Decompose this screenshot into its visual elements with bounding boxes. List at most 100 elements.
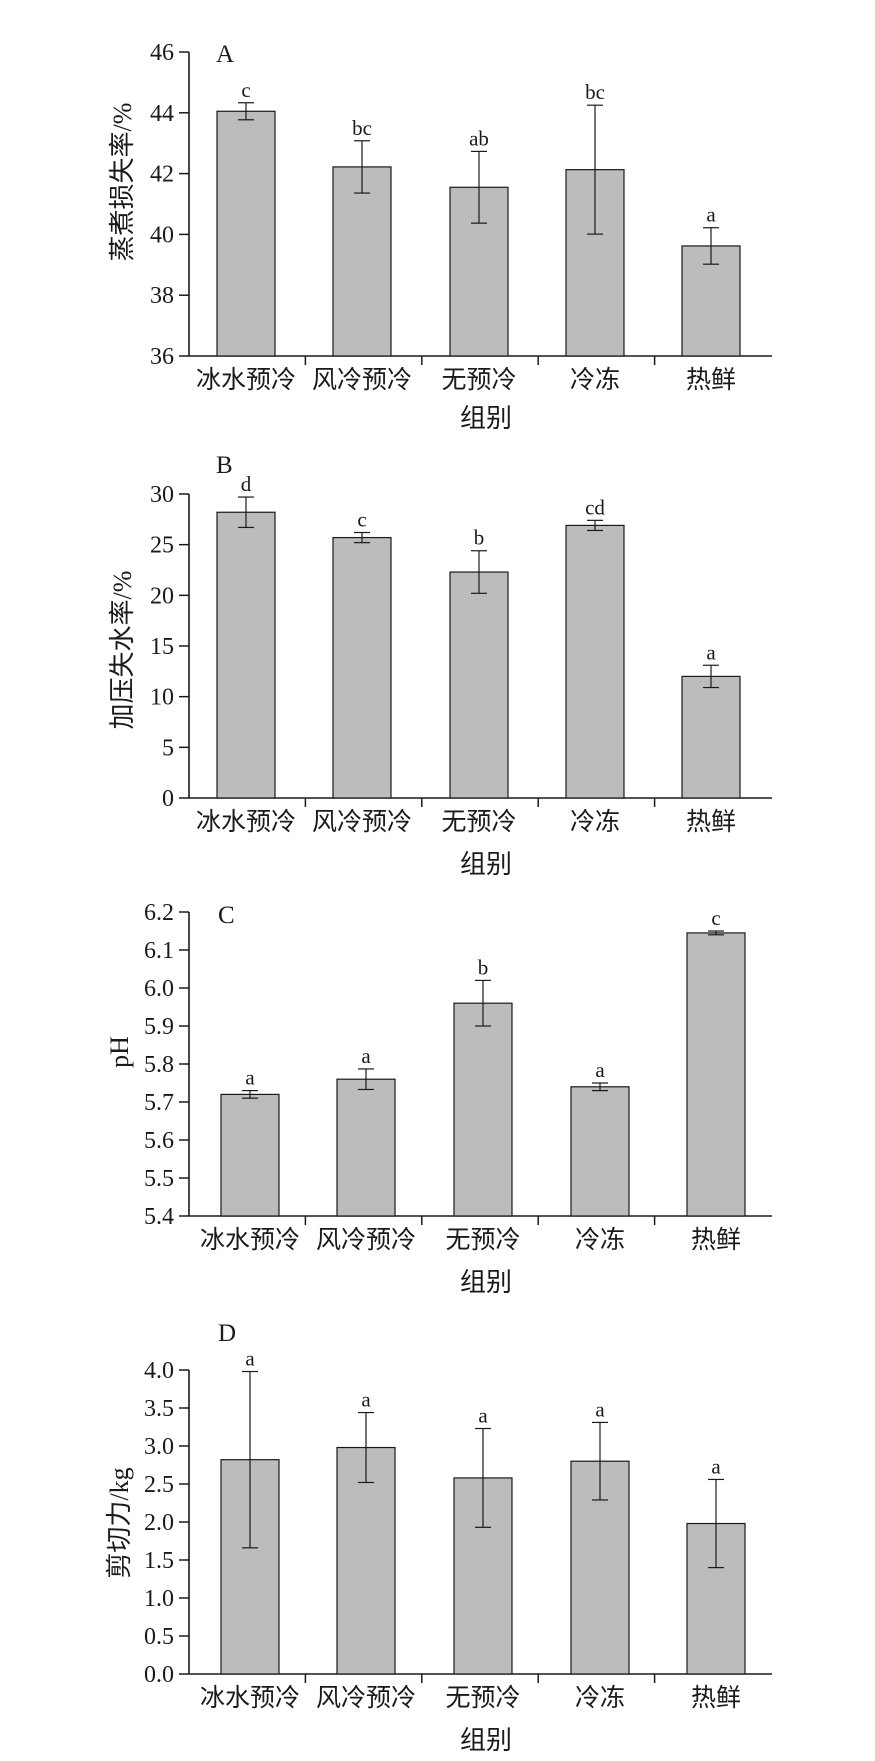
y-tick-label: 5.4 [144,1204,174,1230]
bar [453,1002,513,1217]
category-label: 冷冻 [570,366,620,394]
y-axis-title: 蒸煮损失率/% [108,103,137,262]
significance-label: a [706,203,716,227]
significance-label: a [245,1347,255,1371]
y-tick-label: 2.5 [144,1472,174,1498]
significance-label: a [361,1388,371,1412]
significance-label: bc [585,80,605,104]
y-tick-label: 38 [150,283,174,309]
y-tick-label: 5.9 [144,1014,174,1040]
bar [449,571,509,799]
category-label: 冷冻 [575,1684,625,1712]
bar [565,524,625,799]
panel-letter: D [218,1320,236,1347]
bar [686,932,746,1217]
significance-label: a [711,1454,721,1478]
significance-label: bc [352,116,372,140]
significance-label: c [711,906,720,930]
y-tick-label: 25 [150,533,174,559]
category-label: 无预冷 [441,808,516,836]
y-tick-label: 10 [150,685,174,711]
category-label: 冷冻 [570,808,620,836]
panel-letter: B [216,452,233,479]
bar [332,536,392,799]
category-label: 冰水预冷 [196,808,296,836]
category-label: 无预冷 [441,366,516,394]
y-tick-label: 3.0 [144,1434,174,1460]
bar [332,166,392,357]
significance-label: cd [585,495,605,519]
bar [570,1086,630,1217]
y-tick-label: 5.6 [144,1128,174,1154]
category-label: 冰水预冷 [196,366,296,394]
x-axis-title: 组别 [460,1726,512,1755]
category-label: 热鲜 [691,1684,741,1712]
bar [216,511,276,799]
y-tick-label: 0.5 [144,1624,174,1650]
bar [216,110,276,357]
y-tick-label: 4.0 [144,1358,174,1384]
category-label: 冰水预冷 [200,1684,300,1712]
y-axis-title: 剪切力/kg [105,1467,134,1578]
category-label: 风冷预冷 [316,1684,416,1712]
y-tick-label: 5.8 [144,1052,174,1078]
y-tick-label: 40 [150,222,174,248]
significance-label: a [245,1066,255,1090]
y-tick-label: 6.2 [144,900,174,926]
y-axis-title: 加压失水率/% [108,571,137,730]
significance-label: b [474,526,485,550]
y-tick-label: 1.5 [144,1548,174,1574]
bar [220,1093,280,1217]
bar [336,1446,396,1675]
significance-label: d [241,472,252,496]
category-label: 风冷预冷 [312,366,412,394]
category-label: 风冷预冷 [312,808,412,836]
panel-b: B 加压失水率/% 组别 0 5 10 15 20 25 30 d 冰水预冷 c 风冷预冷 b 无预冷 c… [108,452,772,879]
panel-d: D 剪切力/kg 组别 0.0 0.5 1.0 1.5 2.0 2.5 3.0 3.5 4.0 a… [105,1320,772,1755]
significance-label: c [357,508,366,532]
y-tick-label: 5.7 [144,1090,174,1116]
category-label: 热鲜 [691,1226,741,1254]
y-tick-label: 42 [150,162,174,188]
y-tick-label: 5.5 [144,1166,174,1192]
significance-label: a [478,1404,488,1428]
y-tick-label: 6.1 [144,938,174,964]
significance-label: a [706,640,716,664]
category-label: 冰水预冷 [200,1226,300,1254]
y-tick-label: 2.0 [144,1510,174,1536]
significance-label: a [595,1058,605,1082]
y-tick-label: 20 [150,583,174,609]
category-label: 热鲜 [686,366,736,394]
panel-letter: C [218,902,235,929]
bar [681,675,741,799]
category-label: 无预冷 [445,1226,520,1254]
significance-label: a [595,1397,605,1421]
significance-label: ab [469,126,489,150]
y-tick-label: 6.0 [144,976,174,1002]
y-tick-label: 44 [150,101,174,127]
category-label: 冷冻 [575,1226,625,1254]
category-label: 热鲜 [686,808,736,836]
y-tick-label: 30 [150,482,174,508]
y-tick-label: 46 [150,40,174,66]
x-axis-title: 组别 [460,850,512,879]
significance-label: a [361,1044,371,1068]
y-tick-label: 36 [150,344,174,370]
y-tick-label: 1.0 [144,1586,174,1612]
y-tick-label: 15 [150,634,174,660]
y-tick-label: 5 [162,735,174,761]
category-label: 无预冷 [445,1684,520,1712]
y-axis-title: pH [105,1036,134,1068]
x-axis-title: 组别 [460,404,512,433]
bar [336,1078,396,1217]
category-label: 风冷预冷 [316,1226,416,1254]
significance-label: c [241,78,250,102]
panel-c: C pH 组别 5.4 5.5 5.6 5.7 5.8 5.9 6.0 6.1 6.2 a 冰水预冷… [105,900,772,1297]
y-tick-label: 0.0 [144,1662,174,1688]
panel-a: A 蒸煮损失率/% 组别 36 38 40 42 44 46 c 冰水预冷 bc 风冷预冷 ab 无预… [108,40,772,433]
y-tick-label: 3.5 [144,1396,174,1422]
significance-label: b [478,955,489,979]
panel-letter: A [216,41,234,68]
x-axis-title: 组别 [460,1268,512,1297]
